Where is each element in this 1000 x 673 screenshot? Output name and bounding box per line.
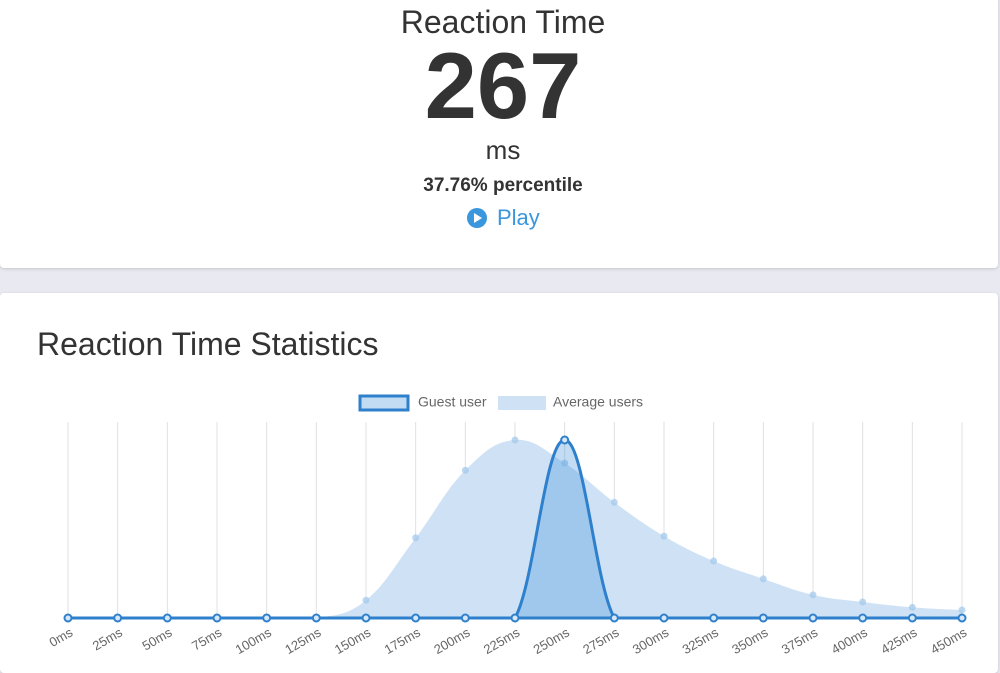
guest-point — [560, 435, 570, 445]
legend-swatch — [498, 396, 546, 410]
x-tick-label: 325ms — [680, 624, 722, 657]
result-card: Reaction Time 267 ms 37.76% percentile P… — [0, 0, 998, 268]
average-point — [908, 603, 916, 611]
guest-point — [659, 613, 669, 623]
x-tick-label: 125ms — [282, 624, 324, 657]
average-point — [859, 598, 867, 606]
guest-point — [262, 613, 272, 623]
average-point — [362, 596, 370, 604]
average-point — [660, 532, 668, 540]
guest-point — [510, 613, 520, 623]
average-point — [511, 436, 519, 444]
x-tick-label: 225ms — [481, 624, 523, 657]
x-tick-label: 450ms — [928, 624, 970, 657]
guest-point — [212, 613, 222, 623]
guest-point — [361, 613, 371, 623]
average-point — [412, 534, 420, 542]
result-value: 267 — [424, 33, 582, 138]
x-tick-label: 350ms — [729, 624, 771, 657]
guest-point — [858, 613, 868, 623]
average-point — [461, 466, 469, 474]
x-tick-label: 25ms — [90, 624, 125, 653]
x-tick-label: 200ms — [431, 624, 473, 657]
x-tick-label: 425ms — [878, 624, 920, 657]
guest-point — [63, 613, 73, 623]
x-tick-label: 300ms — [630, 624, 672, 657]
result-unit: ms — [485, 135, 521, 165]
x-tick-label: 0ms — [46, 624, 75, 650]
average-point — [561, 459, 569, 467]
guest-point — [758, 613, 768, 623]
guest-point — [162, 613, 172, 623]
average-point — [809, 591, 817, 599]
x-tick-label: 50ms — [140, 624, 175, 653]
guest-point — [411, 613, 421, 623]
legend-label: Guest user — [418, 394, 487, 410]
guest-point — [957, 613, 967, 623]
guest-point — [709, 613, 719, 623]
guest-point — [808, 613, 818, 623]
play-button[interactable]: Play — [466, 205, 540, 231]
x-tick-label: 375ms — [779, 624, 821, 657]
average-point — [710, 557, 718, 565]
x-tick-label: 150ms — [332, 624, 374, 657]
guest-point — [311, 613, 321, 623]
guest-point — [609, 613, 619, 623]
percentile: 37.76% percentile — [423, 175, 583, 196]
x-tick-label: 250ms — [531, 624, 573, 657]
result-title: Reaction Time — [400, 4, 606, 40]
guest-point — [113, 613, 123, 623]
play-label: Play — [497, 205, 540, 230]
play-icon — [467, 208, 487, 228]
x-tick-label: 100ms — [233, 624, 275, 657]
average-point — [958, 606, 966, 614]
x-tick-label: 75ms — [189, 624, 224, 653]
legend-swatch — [358, 394, 410, 412]
average-area — [68, 439, 962, 618]
average-point — [759, 575, 767, 583]
x-tick-label: 175ms — [382, 624, 424, 657]
x-tick-label: 400ms — [829, 624, 871, 657]
guest-point — [907, 613, 917, 623]
average-point — [610, 498, 618, 506]
x-tick-label: 275ms — [580, 624, 622, 657]
stats-title: Reaction Time Statistics — [37, 326, 379, 362]
guest-point — [460, 613, 470, 623]
legend-label: Average users — [553, 394, 643, 410]
